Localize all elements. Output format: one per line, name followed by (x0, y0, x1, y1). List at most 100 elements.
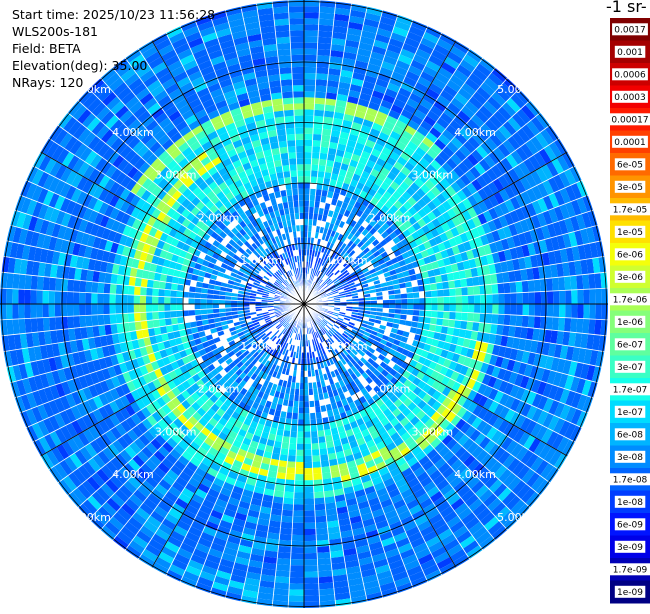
heatmap-cell (314, 116, 324, 123)
heatmap-cell (189, 310, 196, 316)
heatmap-cell (454, 320, 461, 329)
heatmap-cell (454, 279, 461, 288)
heatmap-cell (315, 504, 326, 511)
heatmap-cell (274, 490, 285, 497)
heatmap-cell (474, 295, 480, 304)
heatmap-cell (491, 284, 498, 294)
heatmap-cell (79, 304, 85, 316)
heatmap-cell (413, 304, 419, 310)
heatmap-cell (484, 323, 491, 333)
heatmap-cell (153, 280, 160, 289)
heatmap-cell (289, 437, 297, 444)
heatmap-cell (588, 274, 595, 290)
heatmap-cell (315, 98, 326, 105)
heatmap-cell (425, 304, 431, 311)
heatmap-cell (313, 467, 322, 474)
heatmap-cell (312, 146, 321, 153)
heatmap-cell (164, 297, 170, 304)
heatmap-cell (304, 79, 316, 85)
heatmap-cell (474, 304, 480, 313)
heatmap-cell (444, 296, 450, 304)
heatmap-cell (602, 304, 609, 320)
heatmap-cell (141, 278, 148, 287)
heatmap-cell (289, 577, 304, 584)
heatmap-cell (522, 281, 529, 293)
heatmap-cell (283, 498, 294, 505)
heatmap-cell (588, 319, 595, 335)
heatmap-cell (552, 317, 559, 331)
heatmap-cell (460, 321, 467, 330)
heatmap-cell (85, 293, 91, 305)
heatmap-cell (128, 313, 135, 323)
heatmap-cell (109, 304, 115, 314)
heatmap-cell (213, 304, 219, 309)
heatmap-cell (304, 109, 314, 115)
heatmap-cell (407, 293, 414, 299)
heatmap-cell (583, 289, 590, 304)
heatmap-cell (304, 73, 316, 79)
heatmap-cell (437, 289, 444, 297)
heatmap-cell (570, 318, 577, 333)
heatmap-cell (523, 292, 529, 304)
heatmap-cell (85, 281, 92, 293)
heatmap-cell (311, 170, 318, 177)
heatmap-cell (319, 7, 335, 14)
heatmap-cell (455, 288, 462, 297)
heatmap-cell (312, 152, 320, 159)
heatmap-cell (535, 292, 541, 304)
heatmap-cell (289, 583, 304, 590)
heatmap-cell (316, 79, 328, 86)
heatmap-cell (116, 314, 123, 324)
heatmap-cell (407, 298, 413, 304)
heatmap-cell (289, 589, 304, 595)
heatmap-cell (316, 67, 329, 74)
heatmap-cell (534, 279, 541, 292)
heatmap-cell (304, 195, 310, 201)
heatmap-cell (319, 448, 328, 455)
heatmap-cell (304, 553, 317, 560)
heatmap-cell (468, 304, 474, 313)
heatmap-cell (98, 315, 105, 326)
heatmap-cell (304, 6, 320, 13)
heatmap-cell (461, 287, 468, 296)
heatmap-cell (304, 517, 316, 523)
heatmap-cell (275, 484, 285, 491)
heatmap-cell (304, 504, 315, 510)
heatmap-cell (319, 13, 335, 20)
heatmap-cell (320, 600, 336, 607)
heatmap-cell (304, 589, 319, 595)
heatmap-cell (546, 278, 553, 291)
heatmap-cell (304, 425, 311, 431)
heatmap-cell (292, 529, 304, 535)
heatmap-cell (413, 292, 420, 298)
heatmap-cell (293, 504, 304, 510)
heatmap-cell (316, 528, 328, 535)
heatmap-cell (523, 304, 529, 316)
heatmap-cell (311, 443, 319, 450)
heatmap-cell (152, 304, 158, 312)
heatmap-cell (290, 559, 304, 565)
heatmap-cell (571, 304, 577, 318)
heatmap-cell (304, 523, 316, 529)
heatmap-cell (529, 292, 535, 304)
heatmap-cell (473, 286, 480, 296)
heatmap-cell (279, 534, 292, 541)
heatmap-cell (319, 442, 327, 449)
heatmap-cell (318, 37, 332, 44)
heatmap-cell (558, 317, 565, 331)
heatmap-cell (111, 324, 118, 335)
heatmap-cell (323, 484, 333, 491)
heatmap-cell (485, 314, 492, 324)
heatmap-cell (79, 316, 86, 328)
heatmap-cell (389, 299, 395, 304)
heatmap-cell (104, 283, 111, 294)
heatmap-cell (546, 317, 553, 330)
heatmap-cell (116, 304, 122, 314)
heatmap-cell (517, 293, 523, 305)
heatmap-cell (304, 571, 318, 577)
heatmap-cell (129, 276, 136, 286)
heatmap-cell (195, 304, 201, 310)
heatmap-cell (304, 486, 314, 492)
heatmap-cell (432, 297, 438, 304)
heatmap-cell (311, 158, 319, 165)
